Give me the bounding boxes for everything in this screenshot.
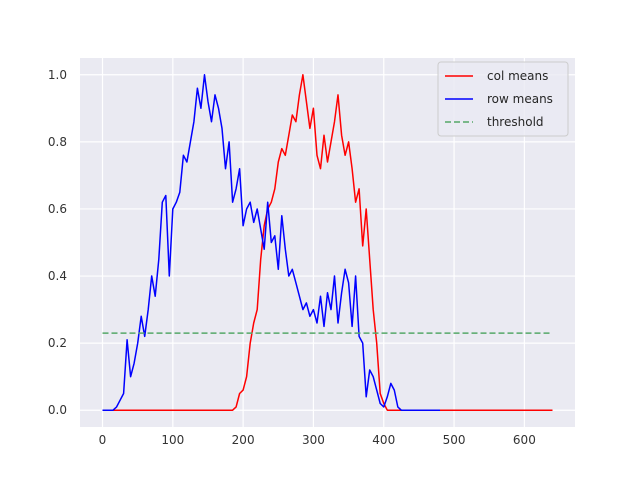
series-line-1 (102, 74, 440, 411)
y-tick-label: 0.6 (48, 202, 67, 216)
legend-label: col means (487, 69, 548, 83)
series-line-0 (102, 74, 553, 411)
tick-labels: 0 100 200 300 400 500 600 0.0 0.2 0.4 0.6 0.8 1.0 (48, 68, 536, 447)
legend-label: row means (487, 92, 553, 106)
x-tick-label: 500 (443, 433, 466, 447)
legend-label: threshold (487, 115, 544, 129)
x-tick-label: 400 (372, 433, 395, 447)
x-tick-label: 600 (513, 433, 536, 447)
series-lines (102, 74, 553, 411)
y-tick-label: 0.8 (48, 135, 67, 149)
y-tick-label: 0.4 (48, 269, 67, 283)
x-tick-label: 0 (99, 433, 107, 447)
x-tick-label: 100 (161, 433, 184, 447)
x-tick-label: 200 (232, 433, 255, 447)
y-tick-label: 0.0 (48, 403, 67, 417)
x-tick-label: 300 (302, 433, 325, 447)
y-tick-label: 1.0 (48, 68, 67, 82)
legend-box (437, 61, 569, 137)
legend: col means row means threshold (437, 61, 569, 137)
y-tick-label: 0.2 (48, 336, 67, 350)
